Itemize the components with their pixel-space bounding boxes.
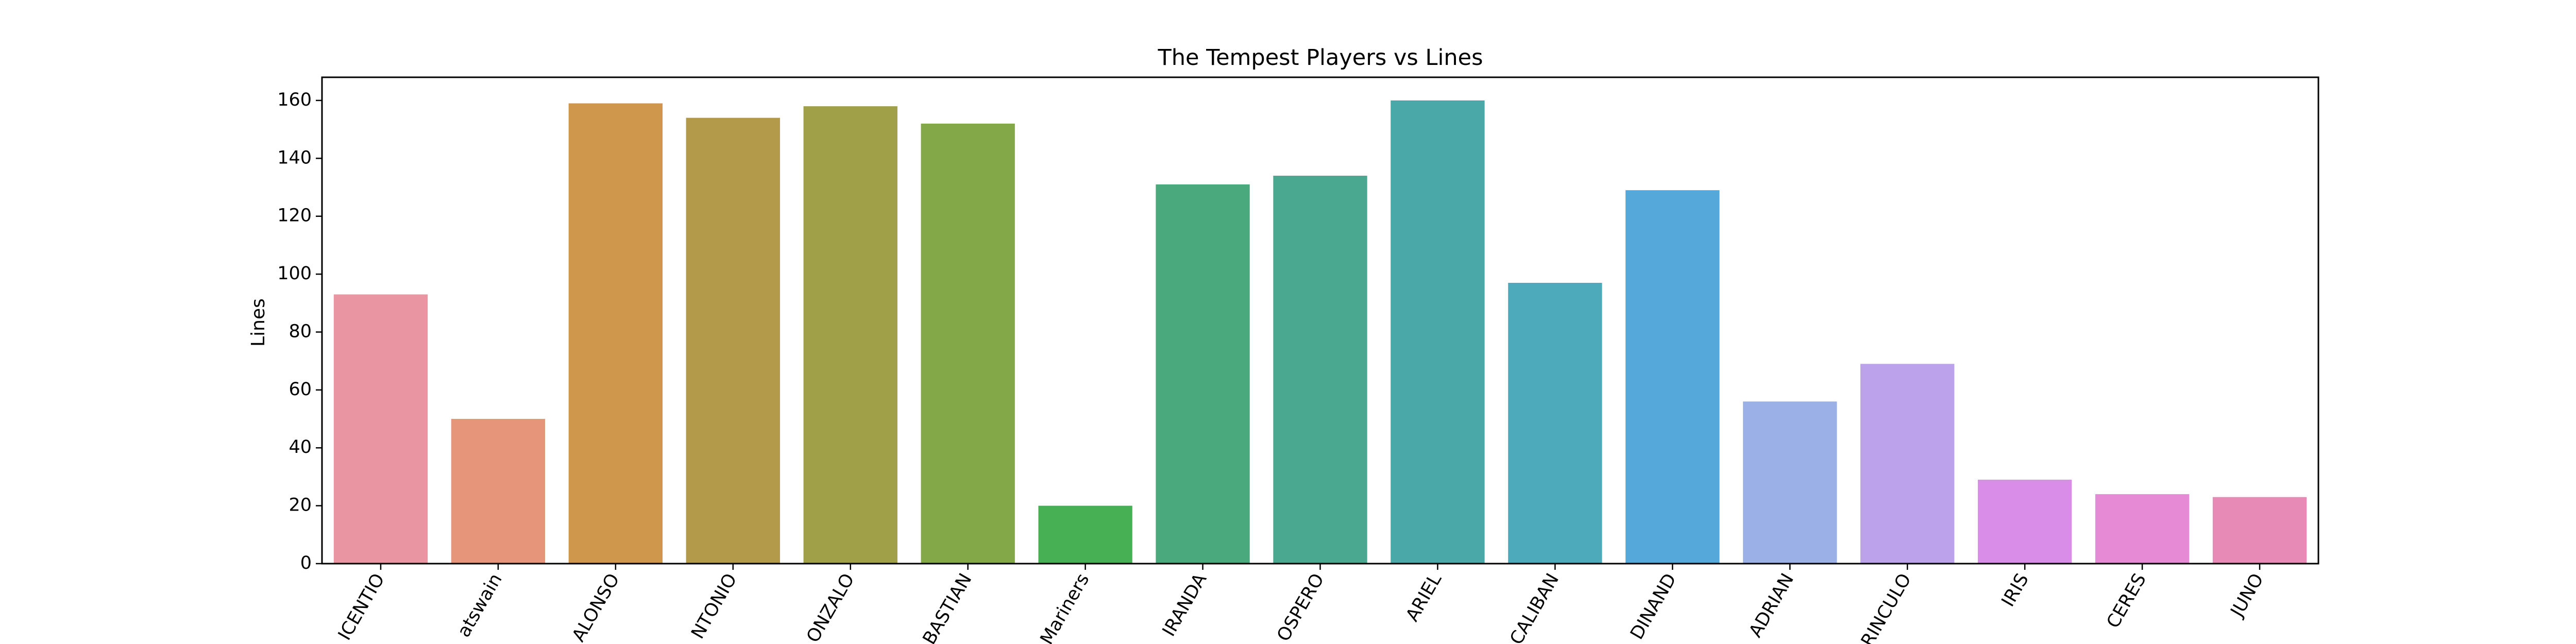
y-tick-label-0: 0 bbox=[300, 553, 312, 573]
x-tick-label-2: ALONSO bbox=[568, 570, 623, 644]
x-tick-label-9: ARIEL bbox=[1402, 570, 1446, 625]
y-tick-label-2: 40 bbox=[289, 437, 312, 457]
bar-2 bbox=[568, 103, 663, 564]
x-tick-label-7: IRANDA bbox=[1159, 570, 1211, 640]
x-tick-label-15: CERES bbox=[2103, 570, 2150, 632]
plot-area-frame bbox=[321, 76, 2319, 565]
y-tick-label-4: 80 bbox=[289, 321, 312, 342]
bar-15 bbox=[2095, 494, 2190, 564]
bar-6 bbox=[1038, 505, 1132, 564]
x-tick-label-5: BASTIAN bbox=[919, 570, 976, 644]
x-tick-label-6: Mariners bbox=[1037, 570, 1094, 644]
y-tick-label-3: 60 bbox=[289, 379, 312, 400]
bar-9 bbox=[1391, 100, 1485, 564]
bar-3 bbox=[686, 117, 780, 564]
bar-12 bbox=[1743, 401, 1837, 564]
x-tick-label-3: NTONIO bbox=[687, 570, 741, 643]
x-tick-label-14: IRIS bbox=[1998, 570, 2033, 611]
y-tick-label-5: 100 bbox=[277, 263, 312, 284]
bar-16 bbox=[2212, 497, 2307, 564]
x-tick-label-13: RINCULO bbox=[1857, 570, 1916, 644]
bar-4 bbox=[803, 106, 897, 564]
chart-title: The Tempest Players vs Lines bbox=[1157, 45, 1483, 71]
y-tick-label-7: 140 bbox=[277, 147, 312, 168]
y-tick-label-8: 160 bbox=[277, 90, 312, 110]
y-axis-ticks: 0 20 40 60 80 100 120 140 160 bbox=[277, 90, 322, 573]
x-tick-label-8: OSPERO bbox=[1273, 570, 1328, 644]
y-axis-label: Lines bbox=[248, 298, 269, 347]
x-tick-label-16: JUNO bbox=[2226, 570, 2267, 621]
x-tick-label-0: ICENTIO bbox=[334, 570, 389, 644]
bar-5 bbox=[921, 123, 1015, 564]
x-tick-label-12: ADRIAN bbox=[1745, 570, 1798, 641]
bar-7 bbox=[1156, 184, 1250, 564]
bar-13 bbox=[1860, 364, 1955, 564]
y-tick-label-1: 20 bbox=[289, 495, 312, 516]
x-tick-label-10: CALIBAN bbox=[1506, 570, 1563, 644]
x-tick-label-1: atswain bbox=[453, 570, 506, 641]
x-tick-label-11: DINAND bbox=[1626, 570, 1681, 643]
x-axis-ticks: ICENTIO atswain ALONSO NTONIO ONZALO BASTIAN M… bbox=[334, 564, 2268, 644]
x-tick-label-4: ONZALO bbox=[803, 570, 858, 644]
bar-0 bbox=[333, 294, 428, 564]
bar-1 bbox=[451, 419, 546, 564]
bar-8 bbox=[1273, 176, 1367, 564]
bar-11 bbox=[1625, 190, 1720, 564]
y-tick-label-6: 120 bbox=[277, 206, 312, 226]
bar-14 bbox=[1977, 480, 2072, 564]
bar-10 bbox=[1508, 282, 1602, 564]
bars-group bbox=[333, 100, 2307, 564]
